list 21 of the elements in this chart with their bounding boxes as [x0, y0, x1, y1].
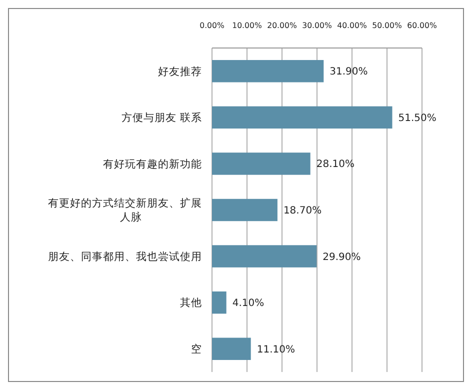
bar — [212, 338, 251, 360]
bar — [212, 198, 278, 222]
data-label: 31.90% — [330, 66, 368, 78]
y-tick-label: 朋友、同事都用、我也尝试使用 — [48, 250, 202, 263]
data-label: 11.10% — [256, 344, 295, 356]
data-label: 28.10% — [316, 159, 354, 170]
y-tick-label: 好友推荐 — [158, 64, 202, 78]
y-tick-label: 空 — [191, 342, 202, 356]
data-label: 29.90% — [322, 252, 361, 263]
y-tick-label: 有好玩有趣的新功能 — [103, 157, 202, 170]
data-label: 18.70% — [283, 206, 322, 216]
bar — [212, 152, 310, 175]
data-label: 51.50% — [398, 112, 436, 124]
bar — [212, 106, 392, 129]
y-tick-label: 方便与朋友 联系 — [122, 111, 202, 124]
bar — [212, 60, 324, 82]
bar — [212, 245, 317, 268]
y-tick-label: 其他 — [180, 296, 202, 310]
y-tick-label: 有更好的方式结交新朋友、扩展人脉 — [48, 196, 202, 224]
data-label: 4.10% — [232, 298, 264, 310]
bar — [212, 291, 226, 314]
